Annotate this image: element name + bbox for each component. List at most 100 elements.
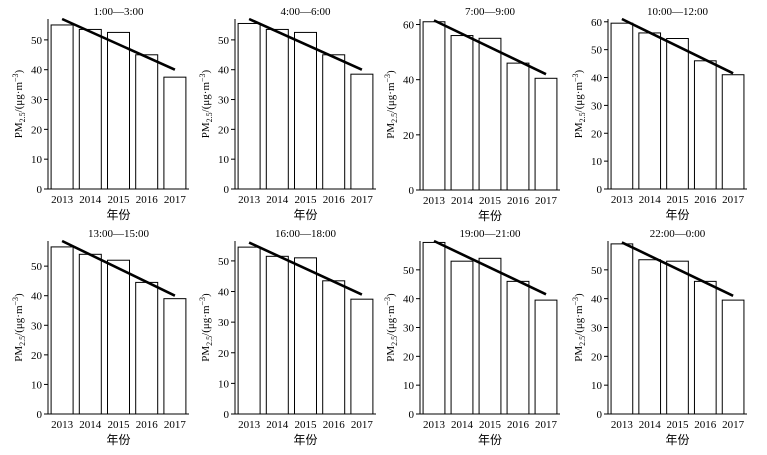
x-tick-label: 2014 [79,419,102,431]
y-axis-label: PM2.5/(μg·m−3) [383,293,399,362]
y-tick-label: 30 [591,323,603,335]
y-axis-label: PM2.5/(μg·m−3) [11,69,27,138]
y-tick-label: 40 [218,65,230,77]
trend-line [433,239,547,296]
bar [135,281,159,415]
bar [237,246,261,415]
bar [638,259,662,415]
x-tick-label: 2017 [164,419,187,431]
bar [135,54,159,190]
chart-panel: 0 10 20 30 40 50 60 2013 2014 2015 2016 2017 10:00—1… [571,6,747,222]
x-tick-label: 2017 [722,194,745,206]
x-tick-label: 2013 [423,195,446,207]
y-tick-label: 60 [403,20,415,32]
y-tick-label: 30 [31,95,43,107]
x-tick-label: 2013 [238,419,261,431]
y-tick-label: 20 [591,351,603,363]
x-axis-label: 年份 [293,208,317,222]
y-tick-label: 30 [218,95,230,107]
x-tick-label: 2013 [423,419,446,431]
y-tick-label: 50 [218,256,230,268]
trend-line [61,239,176,297]
y-axis-label: PM2.5/(μg·m−3) [11,293,27,362]
y-tick-label: 20 [31,350,43,362]
bar [638,32,662,190]
panel-title: 19:00—21:00 [459,228,521,240]
bar [450,260,474,415]
x-tick-label: 2016 [136,419,159,431]
x-tick-label: 2014 [79,194,102,206]
y-tick-label: 20 [218,348,230,360]
y-axis-label: PM2.5/(μg·m−3) [571,293,587,362]
y-tick-label: 0 [224,184,230,196]
y-tick-label: 0 [37,184,43,196]
x-tick-label: 2015 [479,419,502,431]
x-tick-label: 2013 [51,419,74,431]
x-tick-label: 2014 [639,194,662,206]
y-tick-label: 0 [597,184,603,196]
bar [721,74,745,190]
x-tick-label: 2017 [535,195,558,207]
y-tick-label: 10 [403,380,415,392]
y-tick-label: 0 [37,409,43,421]
bar [294,31,317,190]
y-tick-label: 50 [31,261,43,273]
y-tick-label: 30 [218,317,230,329]
panel-title: 7:00—9:00 [465,6,516,18]
y-tick-label: 50 [591,265,603,277]
y-tick-label: 0 [409,185,415,197]
y-tick-label: 50 [403,265,415,277]
x-tick-label: 2013 [611,419,634,431]
bar [322,54,346,190]
x-tick-label: 2013 [51,194,74,206]
x-tick-label: 2015 [295,419,318,431]
panel-title: 13:00—15:00 [88,228,150,240]
x-tick-label: 2014 [451,195,474,207]
y-tick-label: 20 [218,124,230,136]
chart-panel: 0 10 20 30 40 50 2013 2014 2015 2016 2017 13:00—15:… [11,228,189,447]
y-axis-label: PM2.5/(μg·m−3) [198,69,214,138]
x-tick-label: 2016 [323,419,346,431]
x-tick-label: 2017 [722,419,745,431]
x-tick-label: 2015 [295,194,318,206]
bar [666,260,689,415]
y-tick-label: 40 [403,294,415,306]
bar [163,76,187,190]
y-axis-label: PM2.5/(μg·m−3) [571,69,587,138]
x-tick-label: 2015 [108,419,131,431]
bar [610,22,634,190]
y-tick-label: 30 [403,323,415,335]
x-tick-label: 2017 [351,419,374,431]
bar [350,73,374,190]
x-tick-label: 2015 [479,195,502,207]
trend-line [433,19,547,76]
trend-line [248,17,363,71]
bar [422,21,446,191]
x-tick-label: 2013 [611,194,634,206]
bar [506,280,530,415]
y-axis-label: PM2.5/(μg·m−3) [198,293,214,362]
panel-title: 22:00—0:00 [650,228,706,240]
x-tick-label: 2015 [667,419,690,431]
chart-panel: 0 10 20 30 40 50 2013 2014 2015 2016 2017 4:00—6:00… [198,6,376,222]
x-tick-label: 2015 [108,194,131,206]
y-tick-label: 10 [31,379,43,391]
y-tick-label: 50 [218,35,230,47]
panel-title: 1:00—3:00 [93,6,144,18]
y-tick-label: 40 [403,75,415,87]
y-tick-label: 20 [591,128,603,140]
y-tick-label: 10 [591,380,603,392]
y-tick-label: 40 [591,73,603,85]
bar [107,259,130,415]
y-tick-label: 0 [597,409,603,421]
bar [322,280,346,415]
bar [422,241,446,415]
bar [78,28,102,190]
x-tick-label: 2014 [639,419,662,431]
y-tick-label: 50 [31,35,43,47]
x-tick-label: 2014 [266,194,289,206]
x-axis-label: 年份 [665,208,689,222]
bar [478,257,502,415]
y-tick-label: 0 [224,409,230,421]
